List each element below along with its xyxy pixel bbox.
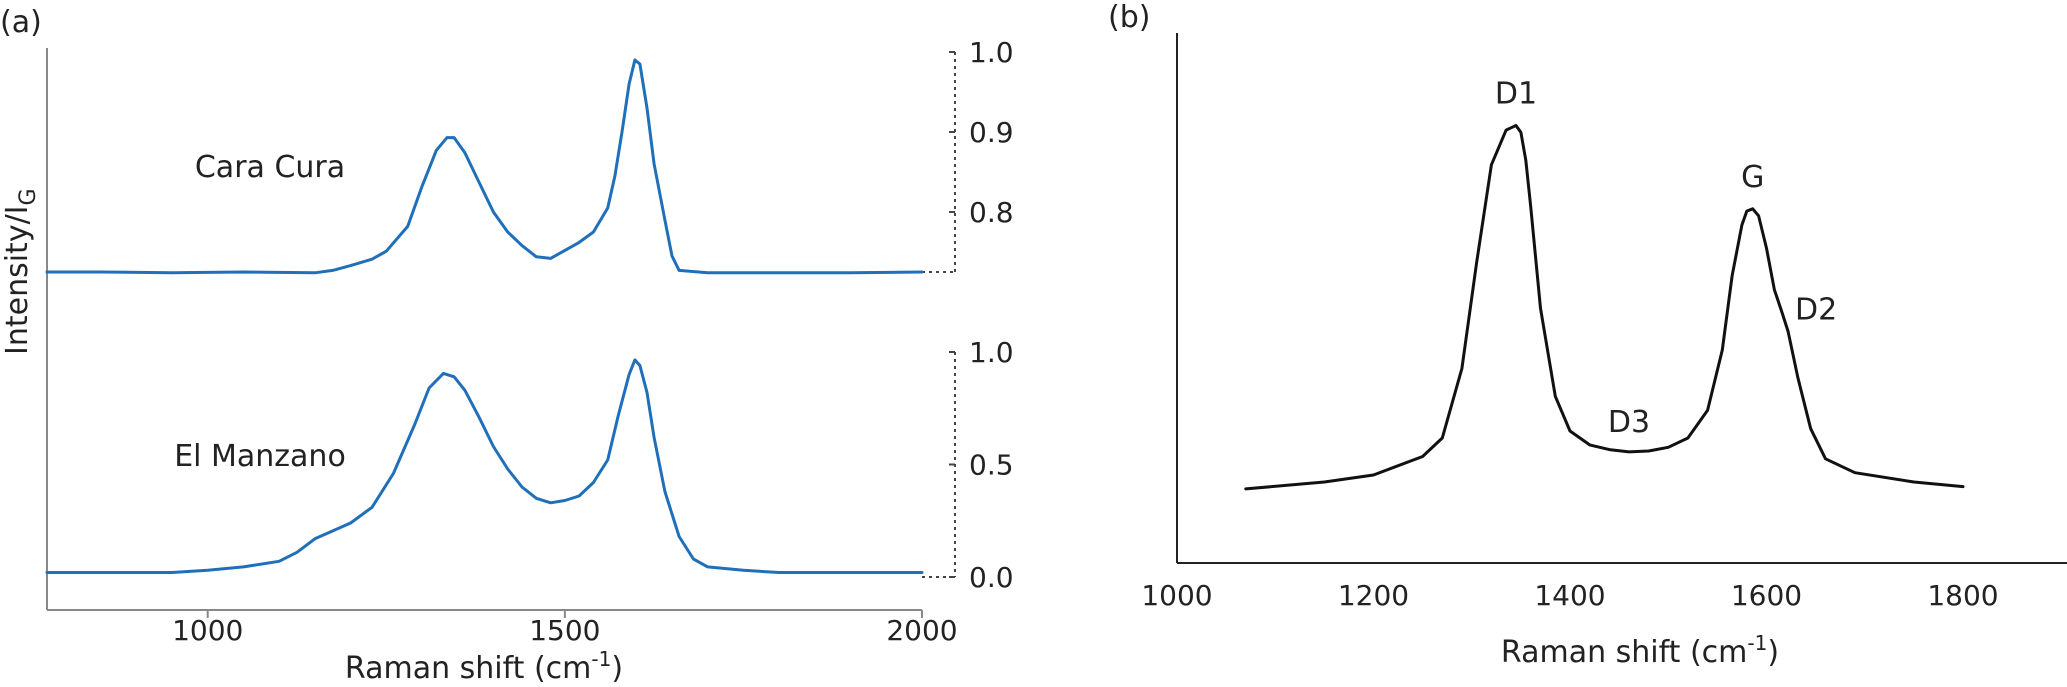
panel-b: (b) 1000 1200 1400 1600 1800 Raman shift (cm… xyxy=(1108,0,2067,670)
panel-b-x-tick-label: 1600 xyxy=(1731,579,1802,612)
panel-b-x-tick-label: 1200 xyxy=(1338,579,1409,612)
series-name-cara-cura: Cara Cura xyxy=(195,150,345,185)
panel-a-right-tick-label: 0.5 xyxy=(969,449,1014,482)
panel-b-x-tick-label: 1000 xyxy=(1141,579,1212,612)
panel-b-x-tick-label: 1800 xyxy=(1927,579,1998,612)
panel-b-series xyxy=(1244,124,1965,491)
panel-a-y-axis-title: Intensity/IG xyxy=(0,188,41,355)
panel-a-right-tick-label: 0.8 xyxy=(969,196,1014,229)
panel-b-x-ticks: 1000 1200 1400 1600 1800 xyxy=(1141,579,1998,612)
panel-a: (a) 1000 1500 2000 Raman shift (cm-1) Inte… xyxy=(0,5,1014,686)
panel-b-annotations: D1 D3 G D2 xyxy=(1495,76,1837,439)
peak-label-d2: D2 xyxy=(1795,293,1837,328)
panel-a-x-tick-label: 2000 xyxy=(886,614,957,647)
panel-a-right-tick-label: 1.0 xyxy=(969,336,1014,369)
panel-a-x-tick-label: 1000 xyxy=(172,614,243,647)
panel-a-series xyxy=(45,58,924,574)
panel-a-right-tick-label: 1.0 xyxy=(969,36,1014,69)
panel-a-right-tick-label: 0.0 xyxy=(969,561,1014,594)
panel-a-right-tick-label: 0.9 xyxy=(969,116,1014,149)
panel-a-x-ticks: 1000 1500 2000 xyxy=(172,610,958,647)
peak-label-d1: D1 xyxy=(1495,76,1537,111)
peak-label-g: G xyxy=(1741,160,1764,195)
panel-a-x-axis-title: Raman shift (cm-1) xyxy=(345,647,623,686)
series-line-el-manzano xyxy=(45,358,924,574)
series-line-cara-cura xyxy=(45,58,924,275)
panel-b-spectrum-line xyxy=(1244,124,1965,491)
panel-b-label: (b) xyxy=(1108,0,1150,35)
panel-a-right-axes: 1.0 0.9 0.8 1.0 0.5 0.0 xyxy=(922,36,1014,594)
panel-b-x-axis-title: Raman shift (cm-1) xyxy=(1501,631,1779,670)
panel-a-label: (a) xyxy=(0,5,42,40)
panel-b-x-tick-label: 1400 xyxy=(1534,579,1605,612)
peak-label-d3: D3 xyxy=(1608,405,1650,440)
series-name-el-manzano: El Manzano xyxy=(174,439,346,474)
panel-a-x-tick-label: 1500 xyxy=(529,614,600,647)
